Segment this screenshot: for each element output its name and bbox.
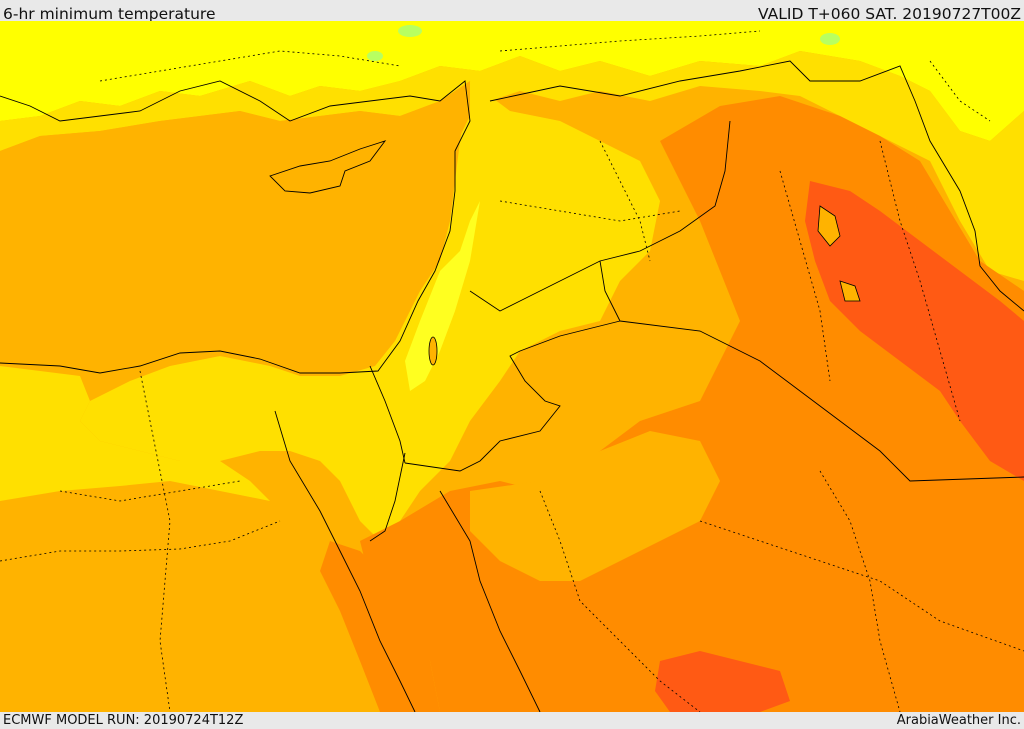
cool-spot-anatolia [367,51,383,61]
temperature-zone-redsea-hot [320,541,440,712]
national-borders [369,60,1024,482]
temperature-zone-saudi-light [470,431,720,581]
temperature-zone-north-yellow [0,21,1024,141]
temperature-zone-south-hot [655,651,790,712]
admin-borders [0,30,1024,712]
temperature-zone-highland-pale [405,201,480,391]
header-bar: 6-hr minimum temperature VALID T+060 SAT… [0,0,1024,23]
temperature-zone-egypt [0,471,310,712]
red-sea-coastline [274,410,541,712]
valid-time-label: VALID T+060 SAT. 20190727T00Z [758,5,1021,23]
lake-razazza [839,280,861,302]
cool-spot-northeast [820,33,840,45]
footer-bar: ECMWF MODEL RUN: 20190724T12Z ArabiaWeat… [0,712,1024,729]
temperature-zone-gulf-hot [805,181,1024,481]
temperature-map[interactable] [0,21,1024,712]
temperature-zone-north-mid [0,51,1024,281]
map-title: 6-hr minimum temperature [3,5,216,23]
dead-sea [428,336,438,366]
credit-label: ArabiaWeather Inc. [896,713,1021,728]
temperature-zone-levant-yellow [80,81,660,541]
temperature-zone-egypt-yellow [0,366,270,501]
lake-tharthar [817,205,841,247]
cyprus-outline [269,140,387,194]
coastline [0,80,471,374]
temperature-map-canvas [0,21,1024,712]
model-run-label: ECMWF MODEL RUN: 20190724T12Z [3,713,244,728]
cool-spot-north [398,25,422,37]
